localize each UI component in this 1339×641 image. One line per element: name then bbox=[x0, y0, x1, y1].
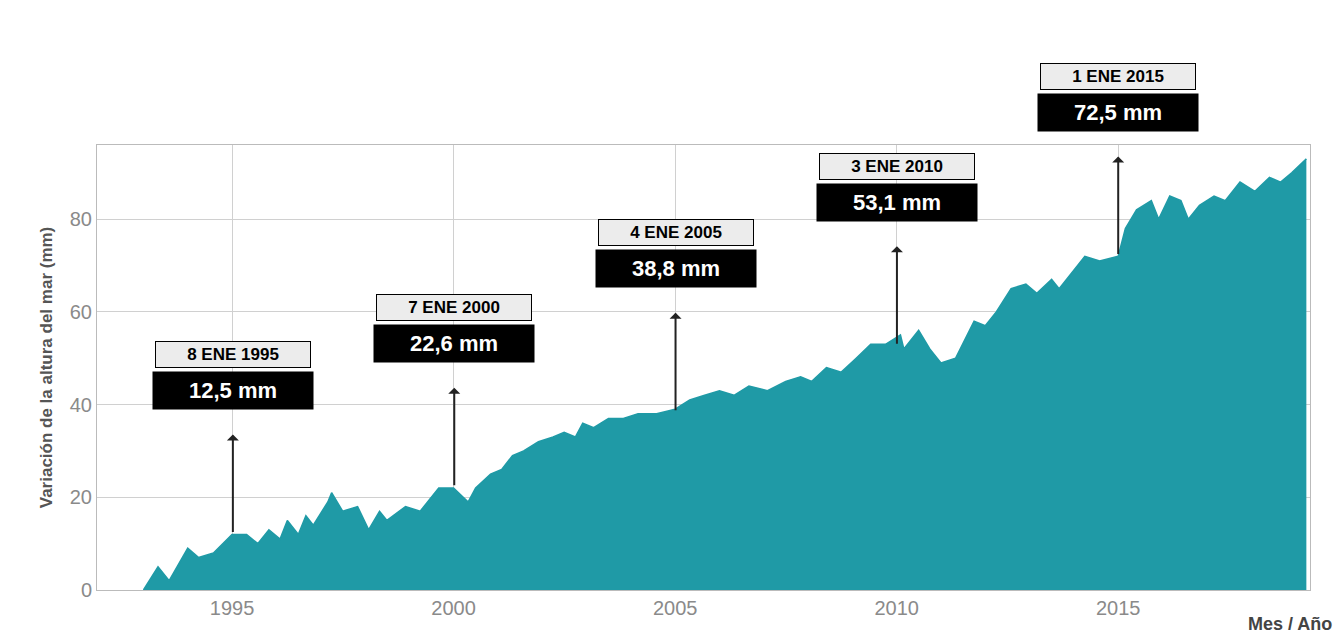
svg-text:7 ENE 2000: 7 ENE 2000 bbox=[408, 298, 500, 317]
svg-text:12,5 mm: 12,5 mm bbox=[189, 378, 277, 403]
svg-text:20: 20 bbox=[70, 486, 92, 508]
svg-text:80: 80 bbox=[70, 208, 92, 230]
svg-text:53,1 mm: 53,1 mm bbox=[853, 190, 941, 215]
svg-text:38,8 mm: 38,8 mm bbox=[632, 256, 720, 281]
svg-text:60: 60 bbox=[70, 301, 92, 323]
svg-text:2000: 2000 bbox=[431, 597, 476, 619]
svg-text:1 ENE 2015: 1 ENE 2015 bbox=[1072, 67, 1164, 86]
svg-text:8 ENE 1995: 8 ENE 1995 bbox=[187, 345, 279, 364]
svg-text:2015: 2015 bbox=[1096, 597, 1141, 619]
svg-text:1995: 1995 bbox=[210, 597, 255, 619]
svg-text:72,5 mm: 72,5 mm bbox=[1074, 100, 1162, 125]
svg-text:3 ENE 2010: 3 ENE 2010 bbox=[851, 157, 943, 176]
svg-text:22,6 mm: 22,6 mm bbox=[410, 331, 498, 356]
svg-text:0: 0 bbox=[81, 579, 92, 601]
svg-text:Variación de la altura del mar: Variación de la altura del mar (mm) bbox=[37, 227, 56, 509]
svg-text:40: 40 bbox=[70, 394, 92, 416]
svg-text:4 ENE 2005: 4 ENE 2005 bbox=[630, 223, 722, 242]
svg-text:2005: 2005 bbox=[653, 597, 698, 619]
svg-text:Mes / Año: Mes / Año bbox=[1248, 614, 1332, 634]
svg-text:2010: 2010 bbox=[874, 597, 919, 619]
